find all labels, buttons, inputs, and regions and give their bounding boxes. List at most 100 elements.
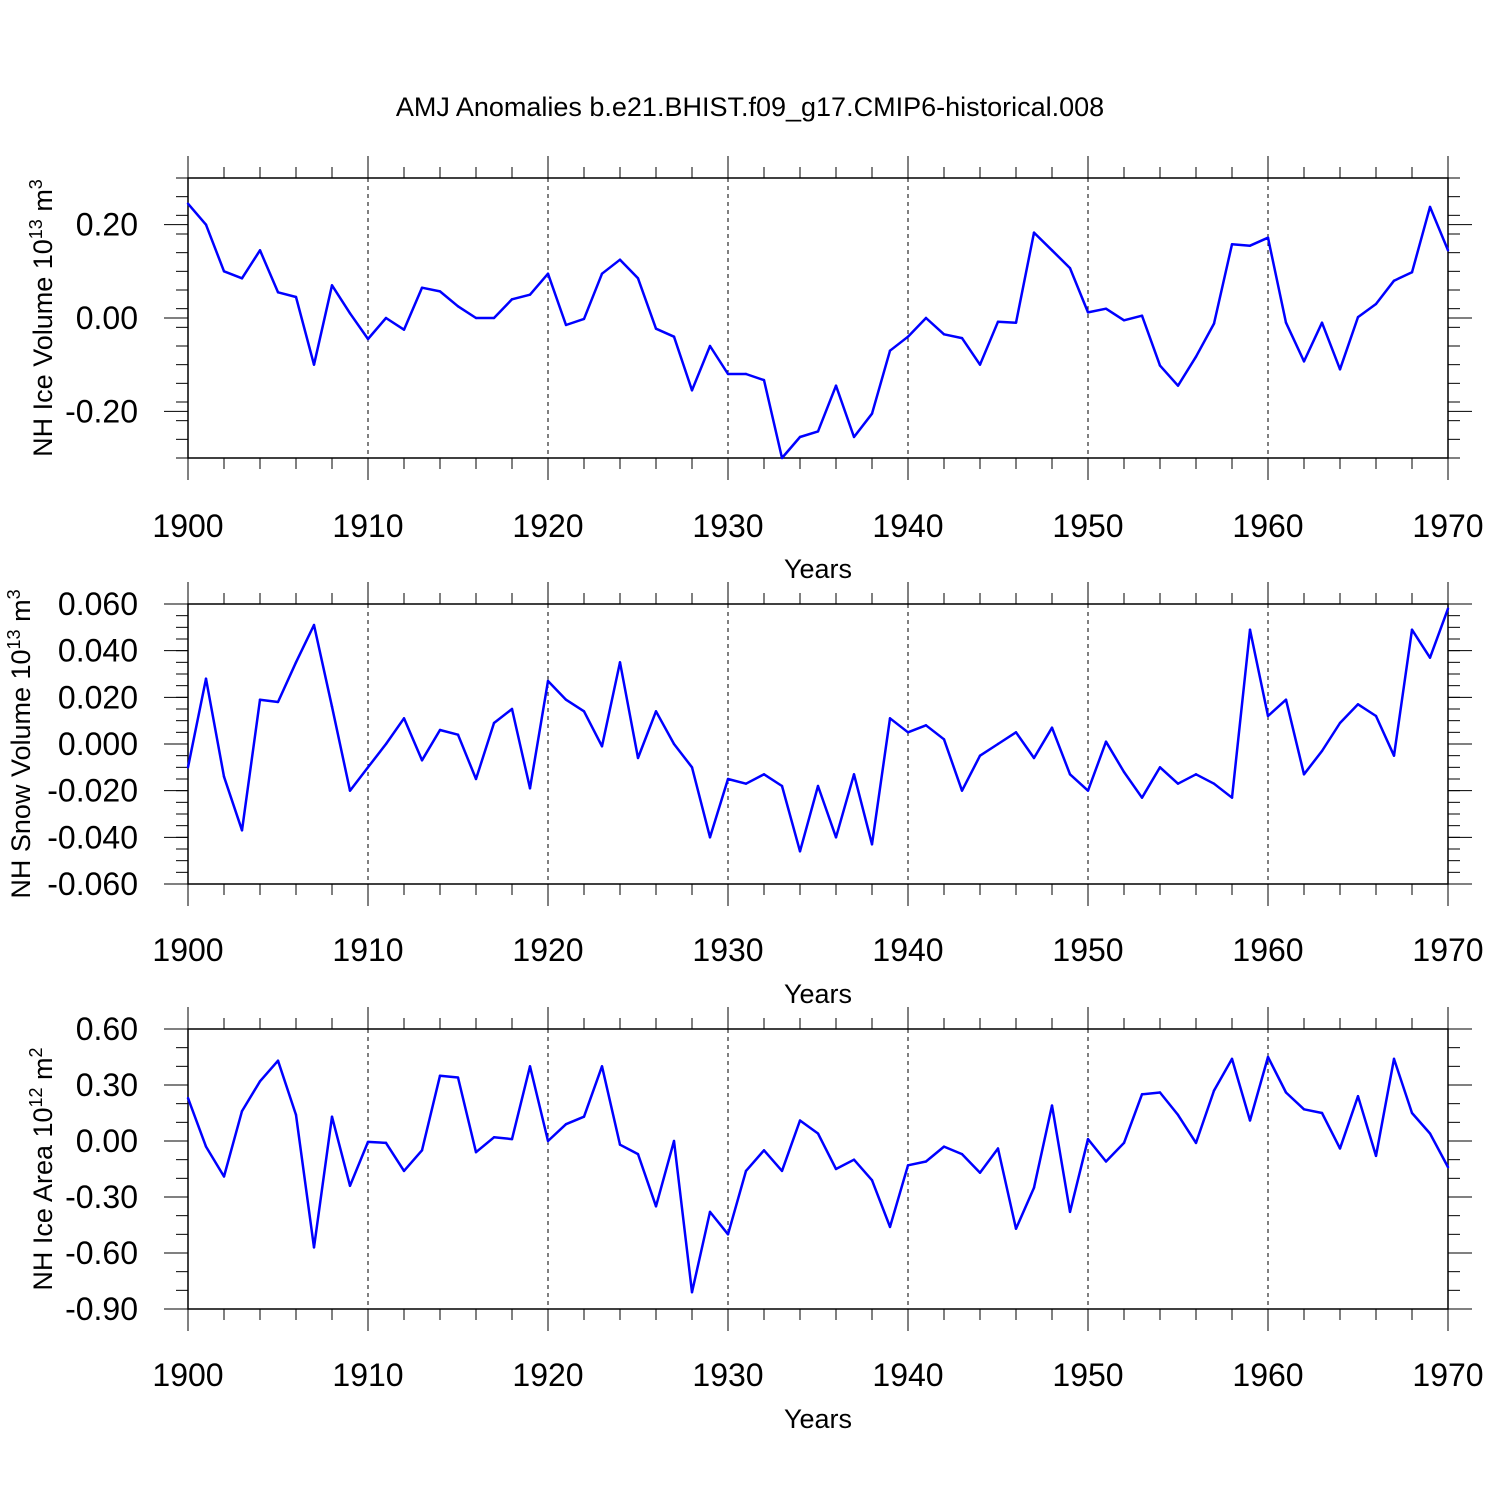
- panel-2-data-point: [474, 777, 478, 781]
- panel-3-data-point: [240, 1109, 244, 1113]
- panel-3: 0.60 0.30 0.00 -0.30 -0.60 -0.90 1900 1910 1920 1…: [26, 1007, 1484, 1434]
- panel-1-data-point: [1356, 315, 1360, 319]
- panel-3-x-tick-label: 1900: [152, 1357, 223, 1393]
- panel-1-data-point: [546, 272, 550, 275]
- panel-2-data-point: [798, 850, 802, 853]
- panel-2-data-point: [888, 717, 892, 720]
- panel-2-x-tick-label: 1930: [692, 932, 763, 968]
- panel-3-data-point: [1356, 1095, 1360, 1098]
- panel-2-data-point: [618, 661, 622, 664]
- panel-3-data-point: [564, 1123, 568, 1126]
- panel-3-data-point: [438, 1074, 442, 1077]
- panel-3-data-point: [1302, 1108, 1306, 1111]
- panel-1-data-point: [366, 337, 370, 341]
- panel-3-data-point: [402, 1169, 406, 1173]
- panel-3-data-point: [420, 1149, 424, 1152]
- panel-2-data-point: [762, 773, 766, 776]
- panel-2-x-tick-label: 1940: [872, 932, 943, 968]
- panel-2-data-point: [348, 789, 352, 792]
- panel-2-data-point: [870, 843, 874, 846]
- panel-2-data-point: [1050, 726, 1054, 729]
- panel-1-data-point: [672, 335, 676, 338]
- panel-2-data-point: [294, 661, 298, 664]
- panel-1-data-point: [1374, 302, 1378, 306]
- panel-1-data-point: [438, 290, 442, 293]
- panel-3-data-point: [1338, 1147, 1342, 1150]
- panel-3-data-point: [384, 1141, 388, 1145]
- panel-1-x-tick-label: 1950: [1052, 508, 1123, 544]
- panel-3-data-point: [1230, 1057, 1234, 1061]
- panel-3-y-tick-label: 0.00: [76, 1123, 138, 1159]
- panel-3-data-point: [798, 1119, 802, 1122]
- panel-1-data-point: [852, 435, 856, 439]
- panel-2-data-point: [258, 698, 262, 701]
- panel-3-y-tick-label: 0.30: [76, 1067, 138, 1103]
- panel-1-data-point: [492, 316, 496, 320]
- panel-3-y-tick-label: -0.30: [65, 1179, 138, 1215]
- panel-2-data-point: [384, 742, 388, 746]
- panel-2-data-point: [186, 766, 190, 769]
- panel-1-data-point: [312, 363, 316, 366]
- panel-1-data-point: [744, 372, 748, 376]
- panel-3-data-point: [1176, 1113, 1180, 1117]
- panel-1-data-point: [204, 223, 208, 226]
- panel-2-data-point: [816, 784, 820, 788]
- panel-1-data-point: [834, 384, 838, 387]
- panel-1-x-tick-label: 1900: [152, 508, 223, 544]
- panel-3-data-point: [1374, 1154, 1378, 1158]
- panel-3-data-point: [942, 1145, 946, 1148]
- panel-3-x-tick-label: 1970: [1412, 1357, 1483, 1393]
- panel-2-x-tick-label: 1920: [512, 932, 583, 968]
- panel-1-data-point: [780, 456, 784, 460]
- panel-1-data-point: [1284, 321, 1288, 324]
- panel-2-data-point: [1284, 698, 1288, 701]
- panel-3-data-point: [510, 1137, 514, 1141]
- panel-2-data-point: [942, 738, 946, 741]
- panel-2-data-point: [1140, 796, 1144, 799]
- panel-1-data-point: [816, 430, 820, 433]
- panel-2-data-point: [546, 679, 550, 683]
- panel-2-data-point: [780, 784, 784, 788]
- panel-1-data-point: [186, 202, 190, 205]
- panel-3-data-point: [492, 1136, 496, 1139]
- panel-2-data-point: [906, 731, 910, 734]
- panel-2-x-axis-label: Years: [784, 979, 852, 1009]
- panel-3-data-point: [690, 1291, 694, 1294]
- panel-3-x-tick-label: 1950: [1052, 1357, 1123, 1393]
- panel-3-data-point: [924, 1160, 928, 1163]
- panel-3-data-point: [1032, 1186, 1036, 1189]
- panel-1-data-point: [348, 312, 352, 315]
- panel-3-data-point: [996, 1147, 1000, 1150]
- panel-2-data-point: [690, 766, 694, 769]
- panel-2-data-point: [1338, 721, 1342, 725]
- panel-2-data-point: [1230, 796, 1234, 799]
- panel-2-y-tick-label: 0.020: [58, 679, 138, 715]
- panel-1-data-point: [888, 349, 892, 352]
- panel-2-data-point: [312, 623, 316, 627]
- panel-2-data-point: [330, 705, 334, 708]
- panel-3-data-point: [1140, 1093, 1144, 1096]
- panel-2-data-point: [204, 677, 208, 680]
- panel-2-data-point: [1392, 754, 1396, 757]
- panel-2-y-tick-label: 0.000: [58, 726, 138, 762]
- panel-3-data-point: [1248, 1119, 1252, 1122]
- panel-2-data-point: [1446, 607, 1450, 610]
- panel-3-data-point: [708, 1210, 712, 1214]
- panel-3-plot-frame: [187, 1028, 1449, 1310]
- panel-2-data-point: [1374, 714, 1378, 718]
- panel-2-data-point: [456, 733, 460, 736]
- panel-2-data-point: [708, 836, 712, 839]
- panel-1-data-point: [456, 305, 460, 308]
- panel-1-data-point: [1392, 279, 1396, 282]
- panel-1-data-point: [240, 277, 244, 280]
- panel-1-data-point: [942, 333, 946, 336]
- panel-2-data-point: [1032, 756, 1036, 760]
- panel-2-data-point: [744, 782, 748, 785]
- panel-3-data-point: [618, 1143, 622, 1146]
- panel-3-data-point: [960, 1152, 964, 1156]
- panel-3-data-point: [258, 1080, 262, 1083]
- panel-1-data-point: [996, 320, 1000, 323]
- panel-1-data-point: [1032, 231, 1036, 234]
- panel-3-series-line: [186, 1055, 1450, 1294]
